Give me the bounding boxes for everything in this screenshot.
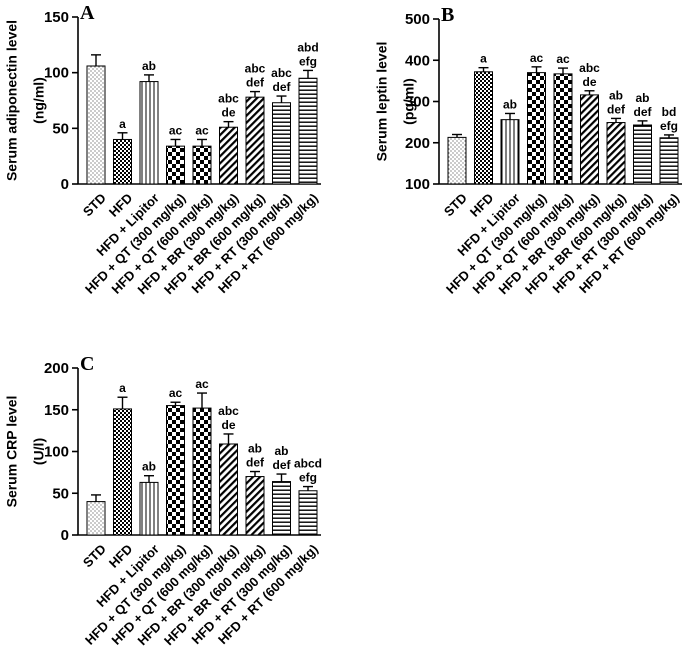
bar-5 <box>192 407 212 536</box>
panel-label: C <box>80 353 94 375</box>
significance-label: efg <box>660 119 678 133</box>
y-axis-unit: (pg/ml) <box>401 78 417 125</box>
significance-label: a <box>119 381 126 395</box>
significance-label: de <box>582 75 596 89</box>
y-axis-title: Serum CRP level <box>4 396 20 508</box>
bar-7 <box>245 96 265 185</box>
bar-9 <box>298 77 318 185</box>
significance-label: abc <box>218 92 239 106</box>
significance-label: def <box>246 456 265 470</box>
significance-label: ab <box>609 88 623 102</box>
x-tick-label: STD <box>80 190 109 219</box>
y-tick-label: 200 <box>405 135 430 152</box>
bar-6 <box>580 94 599 185</box>
y-axis-unit: (ng/ml) <box>31 77 47 124</box>
bar-5 <box>192 145 212 185</box>
y-tick-label: 0 <box>61 527 69 544</box>
y-axis-title: Serum leptin level <box>374 42 390 162</box>
panel-label: B <box>441 4 454 26</box>
y-tick-label: 0 <box>61 176 69 193</box>
significance-label: ab <box>248 442 262 456</box>
bar-8 <box>633 124 652 185</box>
chart-panel-a: 0 50 100 150 Serum adiponectin level (ng/ml) A… <box>4 2 321 297</box>
bar-1 <box>86 65 106 185</box>
bar-6 <box>219 126 238 185</box>
bar-6 <box>219 443 238 536</box>
bar-9 <box>659 137 679 185</box>
y-tick-label: 50 <box>52 120 69 137</box>
y-tick-label: 150 <box>44 402 69 419</box>
significance-label: abc <box>218 404 239 418</box>
significance-label: ac <box>530 51 544 65</box>
significance-label: efg <box>299 471 317 485</box>
significance-label: de <box>221 106 235 120</box>
significance-label: abd <box>297 40 318 54</box>
bar-1 <box>86 501 106 536</box>
significance-label: ac <box>556 52 570 66</box>
significance-label: def <box>607 102 626 116</box>
significance-label: ac <box>195 123 209 137</box>
significance-label: bd <box>662 105 677 119</box>
bar-2 <box>113 408 132 536</box>
significance-label: ac <box>169 386 183 400</box>
bar-3 <box>139 481 159 536</box>
significance-label: a <box>119 117 126 131</box>
significance-label: abc <box>245 62 266 76</box>
bar-3 <box>139 81 159 185</box>
y-tick-label: 200 <box>44 360 69 377</box>
y-axis-unit: (U/l) <box>31 438 47 465</box>
significance-label: abc <box>579 61 600 75</box>
significance-label: ac <box>195 377 209 391</box>
x-tick-label: STD <box>441 190 470 219</box>
significance-label: def <box>634 105 653 119</box>
y-tick-label: 100 <box>405 176 430 193</box>
y-tick-label: 50 <box>52 485 69 502</box>
bar-8 <box>272 102 291 185</box>
bar-5 <box>553 73 573 185</box>
bar-2 <box>113 138 132 185</box>
significance-label: a <box>480 52 487 66</box>
bar-7 <box>245 476 265 536</box>
bar-9 <box>298 490 318 536</box>
bar-8 <box>272 481 291 536</box>
y-tick-label: 300 <box>405 94 430 111</box>
panel-label: A <box>80 2 95 24</box>
significance-label: def <box>273 80 292 94</box>
bar-4 <box>166 405 185 536</box>
significance-label: def <box>246 76 265 90</box>
bar-7 <box>606 122 626 185</box>
bar-1 <box>447 136 467 185</box>
significance-label: ab <box>274 444 288 458</box>
significance-label: ab <box>635 91 649 105</box>
y-axis-title: Serum adiponectin level <box>4 20 20 181</box>
significance-label: ab <box>142 460 156 474</box>
significance-label: efg <box>299 54 317 68</box>
y-tick-label: 100 <box>44 65 69 82</box>
significance-label: abc <box>271 66 292 80</box>
bar-4 <box>166 145 185 185</box>
significance-label: abcd <box>294 457 322 471</box>
significance-label: ac <box>169 123 183 137</box>
significance-label: ab <box>503 97 517 111</box>
y-tick-label: 150 <box>44 9 69 26</box>
significance-label: ab <box>142 59 156 73</box>
significance-label: de <box>221 418 235 432</box>
y-tick-label: 100 <box>44 444 69 461</box>
x-tick-label: STD <box>80 541 109 570</box>
bar-4 <box>527 72 546 185</box>
bar-3 <box>500 119 520 185</box>
chart-panel-b: 100 200 300 400 500 Serum leptin level (pg/ml)… <box>374 4 682 297</box>
bar-2 <box>474 71 493 185</box>
y-tick-label: 500 <box>405 11 430 28</box>
significance-label: def <box>273 458 292 472</box>
y-tick-label: 400 <box>405 52 430 69</box>
